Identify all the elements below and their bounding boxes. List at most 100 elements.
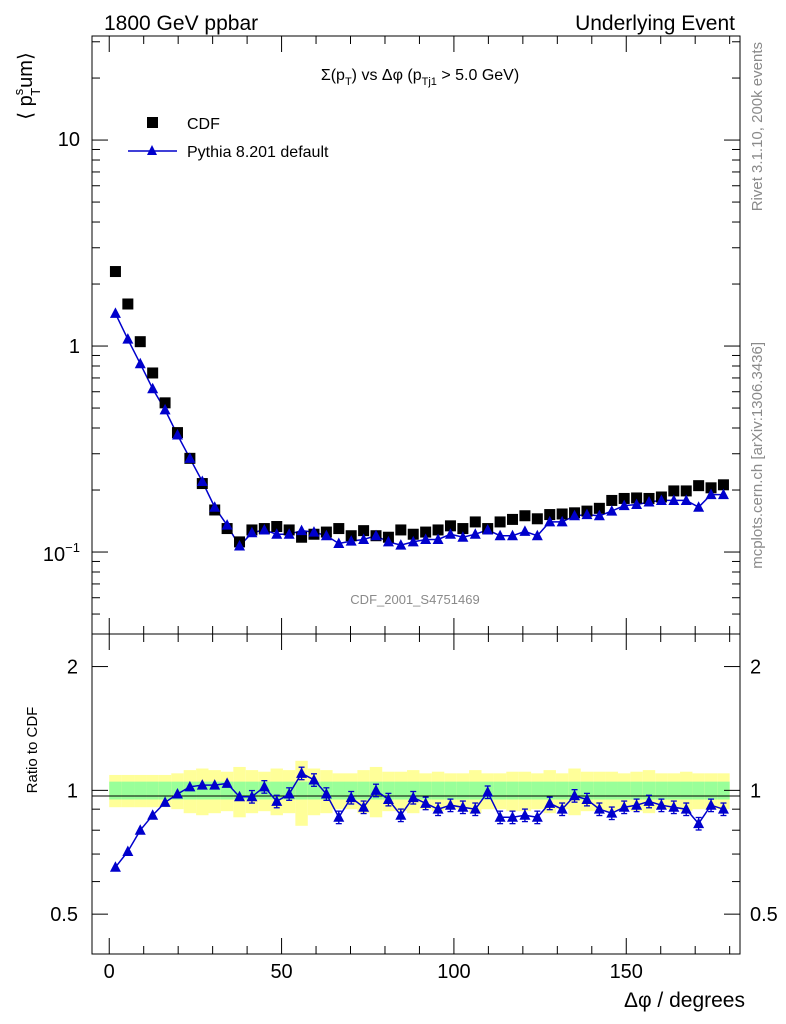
ratio-point	[606, 807, 618, 818]
cdf-point	[134, 336, 146, 348]
cdf-point	[147, 367, 159, 379]
cdf-point	[631, 492, 643, 504]
header-left: 1800 GeV ppbar	[104, 12, 258, 35]
pythia-point	[109, 307, 121, 318]
ratio-point	[655, 799, 667, 810]
legend: CDF Pythia 8.201 default	[128, 116, 329, 161]
cdf-point	[444, 520, 456, 532]
pythia-point	[246, 526, 258, 538]
stat-uncertainty-band	[506, 781, 519, 800]
xtick-labels: 0 50 100 150	[104, 961, 643, 983]
pythia-point	[407, 535, 419, 547]
pythia-point	[432, 533, 444, 545]
ratio-point	[693, 817, 705, 829]
stat-uncertainty-band	[580, 781, 594, 800]
ratio-point	[209, 779, 221, 790]
ytick-label-base: 10	[43, 544, 65, 566]
cdf-point	[705, 482, 717, 494]
stat-uncertainty-band	[394, 781, 408, 800]
cdf-point	[606, 494, 618, 506]
cdf-point	[333, 523, 345, 535]
ratio-ylabel: Ratio to CDF	[24, 707, 41, 794]
cdf-point	[420, 526, 432, 538]
ratio-ytick-label-left: 0.5	[50, 904, 78, 926]
stat-uncertainty-band	[419, 781, 432, 800]
title-sub-t: T	[345, 76, 352, 88]
pythia-point	[296, 524, 308, 536]
cdf-point	[618, 492, 630, 504]
ratio-data-layer	[109, 766, 729, 872]
cdf-point	[395, 524, 407, 536]
ratio-point	[308, 773, 320, 785]
cdf-point	[109, 266, 121, 278]
ratio-point	[569, 789, 581, 801]
cdf-point	[544, 509, 556, 521]
ylabel-tail: um⟩	[15, 52, 37, 88]
ratio-point	[258, 780, 270, 792]
ratio-point	[507, 811, 519, 822]
legend-marker-pythia	[147, 145, 157, 155]
legend-label-cdf: CDF	[187, 116, 220, 133]
stat-uncertainty-band	[680, 781, 693, 800]
stat-uncertainty-band	[655, 781, 668, 800]
ratio-point	[246, 790, 258, 802]
stat-uncertainty-band	[295, 781, 308, 800]
cdf-point	[507, 513, 519, 525]
cdf-point	[693, 480, 705, 492]
ratio-ytick-label-right: 2	[750, 657, 761, 679]
pythia-point	[171, 428, 183, 440]
cdf-point	[519, 510, 531, 522]
ratio-point	[420, 797, 432, 808]
pythia-point	[196, 475, 208, 486]
ratio-point	[395, 809, 407, 820]
pythia-point	[631, 498, 643, 510]
ratio-point	[122, 845, 134, 857]
ratio-point	[432, 803, 444, 814]
ratio-point	[631, 799, 643, 810]
title-sigma: Σ(p	[321, 67, 345, 84]
ratio-point	[668, 801, 680, 812]
stat-uncertainty-band	[555, 781, 569, 800]
cdf-point	[122, 298, 134, 310]
pythia-point	[234, 539, 246, 551]
cdf-point	[407, 528, 419, 540]
ratio-point	[531, 811, 543, 822]
pythia-point	[283, 528, 295, 539]
legend-marker-cdf	[147, 117, 158, 128]
stat-uncertainty-band	[382, 781, 395, 800]
ratio-point	[134, 824, 146, 835]
pythia-point	[209, 501, 221, 512]
ratio-point	[196, 779, 208, 790]
xtick-label: 0	[104, 961, 115, 983]
pythia-point	[581, 508, 593, 520]
stat-uncertainty-band	[642, 781, 656, 800]
ratio-point	[643, 795, 655, 806]
ratio-point	[544, 797, 556, 808]
ratio-point	[717, 803, 729, 814]
ratio-ytick-label-left: 1	[67, 780, 78, 802]
ratio-point	[370, 784, 382, 795]
pythia-point	[308, 526, 320, 537]
ytick-label-1: 1	[69, 336, 80, 358]
xaxis-label: Δφ / degrees	[624, 989, 745, 1012]
pythia-point	[717, 488, 729, 500]
pythia-point	[370, 529, 382, 541]
pythia-point	[221, 519, 233, 530]
ratio-ytick-label-right: 1	[750, 780, 761, 802]
ratio-point	[184, 780, 196, 792]
xtick-label: 150	[610, 961, 643, 983]
pythia-point	[333, 537, 345, 549]
stat-uncertainty-band	[431, 781, 445, 800]
pythia-point	[655, 494, 667, 505]
ratio-point	[171, 787, 183, 799]
pythia-point	[457, 531, 469, 542]
stat-uncertainty-band	[444, 781, 457, 800]
ratio-point	[494, 811, 506, 822]
stat-uncertainty-band	[593, 781, 606, 800]
title-sub-tj1: Tj1	[422, 76, 437, 88]
stat-uncertainty-band	[158, 781, 172, 800]
pythia-point	[494, 529, 506, 541]
ratio-axis-ticks	[92, 634, 740, 955]
ratio-point	[618, 801, 630, 812]
stat-uncertainty-band	[667, 781, 681, 800]
